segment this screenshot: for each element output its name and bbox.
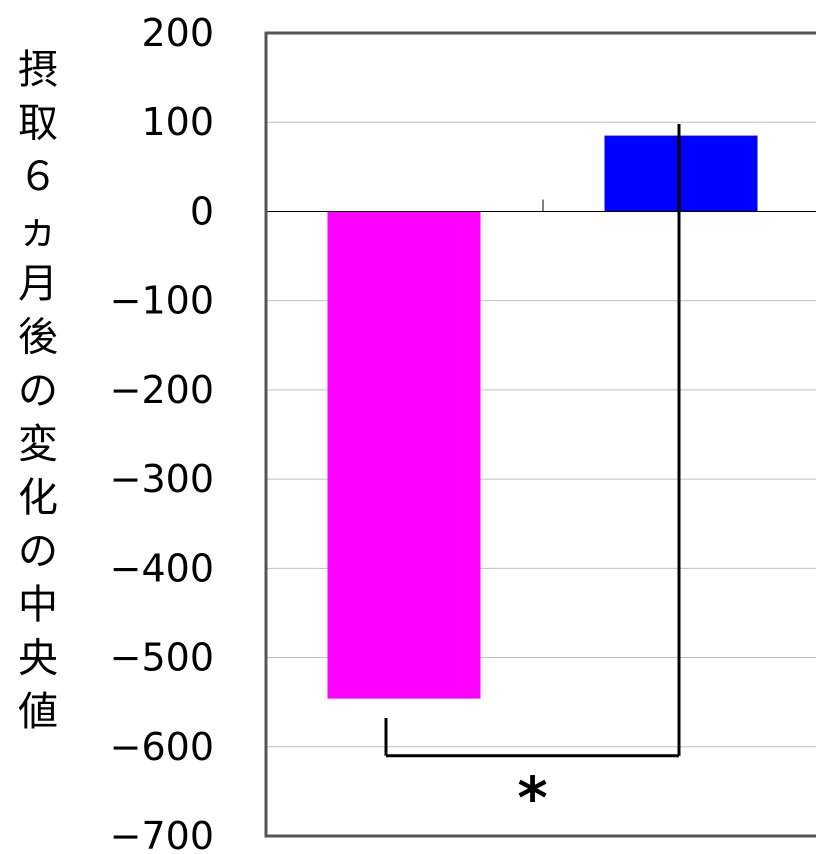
- y-tick-label: 0: [190, 189, 214, 233]
- significance-bracket: [384, 124, 681, 758]
- significance-label: *: [517, 764, 547, 832]
- bars: [327, 135, 758, 699]
- y-axis-label-char: の: [18, 529, 58, 575]
- y-tick-label: −700: [110, 814, 214, 854]
- y-tick-label: −200: [110, 368, 214, 412]
- y-tick-label: −600: [110, 725, 214, 769]
- y-tick-label: −100: [110, 279, 214, 323]
- y-axis-label-char: 値: [18, 689, 58, 735]
- y-axis-label-char: 中: [18, 582, 58, 628]
- y-tick-label: −400: [110, 546, 214, 590]
- plot-frame: [264, 31, 816, 838]
- y-axis-label-char: 月: [18, 261, 58, 307]
- y-tick-label: 200: [141, 11, 214, 55]
- y-tick-label: −500: [110, 636, 214, 680]
- y-tick-labels: 200 100 0 −100 −200 −300 −400 −500 −600 −700: [110, 11, 214, 854]
- y-axis-label-char: ヵ: [18, 208, 58, 254]
- y-axis-label-char: 化: [18, 475, 58, 521]
- y-axis-label-char: 取: [18, 101, 58, 147]
- y-tick-label: −300: [110, 457, 214, 501]
- y-axis-label-char: ６: [18, 154, 58, 200]
- y-tick-label: 100: [141, 100, 214, 144]
- bar: [604, 135, 758, 212]
- y-axis-label-char: 摂: [18, 47, 58, 93]
- y-axis-label-char: 後: [18, 315, 58, 361]
- y-axis-label-char: 変: [18, 422, 58, 468]
- bar: [327, 211, 481, 699]
- y-axis-label-char: の: [18, 368, 58, 414]
- y-axis-label-char: 央: [18, 636, 58, 682]
